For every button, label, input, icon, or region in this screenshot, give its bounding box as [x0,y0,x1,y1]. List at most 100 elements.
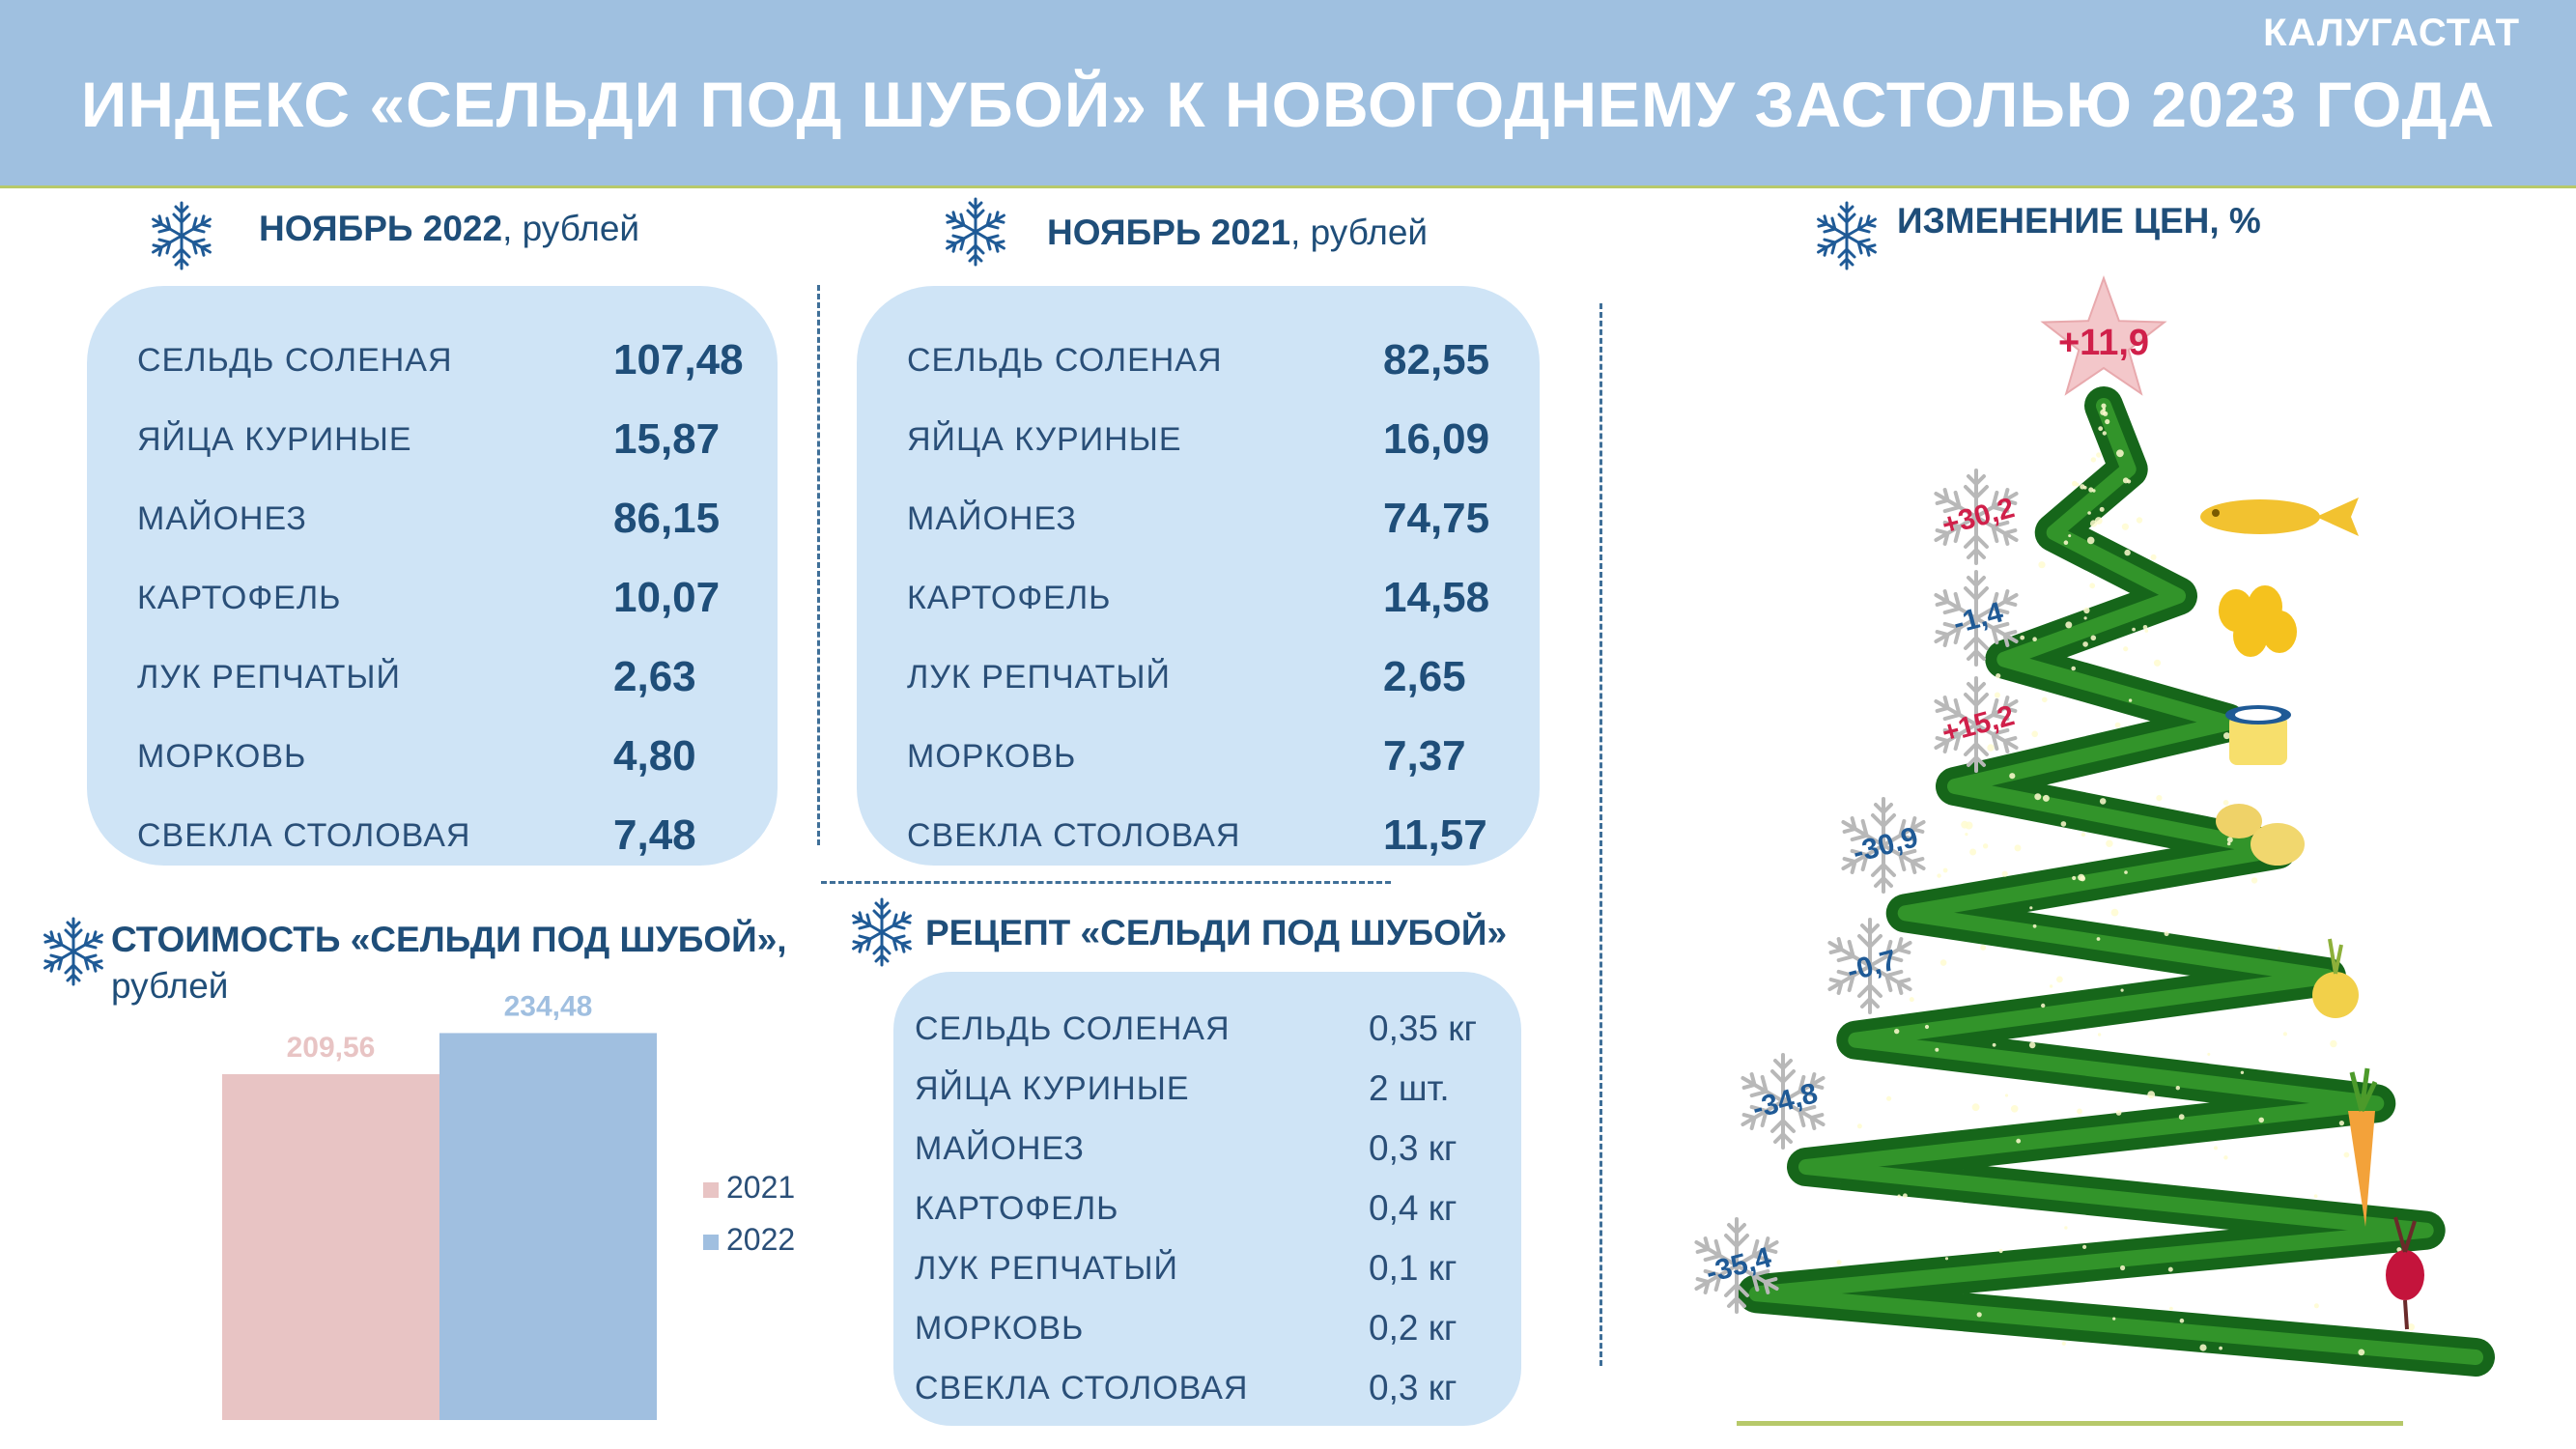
snowflake-icon [845,895,919,969]
sparkle [2207,1052,2211,1056]
sparkle [2038,561,2046,569]
sparkle [2089,582,2096,589]
sparkle [1944,1257,1949,1261]
sparkle [2282,1032,2287,1037]
sparkle [2090,635,2097,641]
sparkle [2164,931,2169,937]
sparkle [2031,730,2038,738]
ingredient-name: КАРТОФЕЛЬ [915,1190,1119,1227]
changes-title: ИЗМЕНЕНИЕ ЦЕН, % [1897,201,2261,241]
sparkle [2049,984,2053,988]
sparkle [2222,800,2229,806]
ingredient-name: МАЙОНЕЗ [915,1130,1085,1167]
sparkle [2258,1117,2264,1123]
sparkle [2223,1155,2228,1160]
sparkle [1935,1047,1939,1052]
sparkle [2083,607,2090,614]
product-price: 7,48 [613,811,696,859]
cost-title: СТОИМОСТЬ «СЕЛЬДИ ПОД ШУБОЙ», [111,920,787,959]
sparkle [1886,1095,1892,1101]
ingredient-name: СЕЛЬДЬ СОЛЕНАЯ [915,1010,1231,1047]
recipe-row: ЯЙЦА КУРИНЫЕ 2 шт. [893,1063,1521,1117]
ingredient-quantity: 0,2 кг [1369,1308,1458,1348]
sparkle [2075,482,2080,487]
sparkle [2068,534,2072,538]
carrot-icon [2348,1067,2378,1227]
price-row: ЛУК РЕПЧАТЫЙ 2,63 [87,649,778,707]
recipe-row: МАЙОНЕЗ 0,3 кг [893,1122,1521,1177]
tree-body [1737,386,2495,1377]
sparkle [2330,1039,2337,1048]
sparkle [2407,1323,2415,1331]
sparkle [2101,403,2107,409]
product-price: 4,80 [613,732,696,780]
sparkle [2082,1244,2087,1249]
product-name: МАЙОНЕЗ [137,500,307,537]
ingredient-quantity: 0,3 кг [1369,1368,1458,1407]
total-change-label: +11,9 [2058,323,2149,363]
price-change-tree: +11,9+30,2-1,4+15,2-30,9-0,7-34,8-35,4 [1642,275,2495,1377]
sparkle [2219,1346,2222,1350]
sparkle [2014,844,2022,852]
sparkle [2114,722,2121,728]
sparkle [2064,1226,2068,1230]
price-row: КАРТОФЕЛЬ 10,07 [87,570,778,628]
sparkle [2110,908,2119,917]
jar-lid-inner [2235,709,2281,721]
sparkle [2009,773,2016,780]
product-name: ЯЙЦА КУРИНЫЕ [137,421,412,458]
beet-root [2386,1250,2424,1300]
ingredient-quantity: 0,3 кг [1369,1128,1458,1168]
tree-ribbon-highlight [1748,398,2483,1365]
sparkle [1980,944,1987,951]
product-name: МОРКОВЬ [907,738,1077,775]
bar-2022 [439,1033,657,1420]
price-row: ЛУК РЕПЧАТЫЙ 2,65 [857,649,1540,707]
product-name: СВЕКЛА СТОЛОВАЯ [907,817,1241,854]
potato [2216,804,2262,838]
nov2021-panel: СЕЛЬДЬ СОЛЕНАЯ 82,55 ЯЙЦА КУРИНЫЕ 16,09 МАЙО… [857,286,1540,866]
sparkle [2128,698,2133,702]
sparkle [1994,692,2000,698]
recipe-title: РЕЦЕПТ «СЕЛЬДИ ПОД ШУБОЙ» [925,913,1508,952]
bar-value-label: 234,48 [504,995,593,1022]
sparkle [2127,479,2132,484]
product-price: 74,75 [1383,495,1490,542]
product-price: 2,63 [613,653,696,700]
ingredient-name: СВЕКЛА СТОЛОВАЯ [915,1370,1249,1406]
sparkle [2214,1146,2218,1151]
change-snowflake-icon: -0,7 [1825,920,1915,1012]
page-title: ИНДЕКС «СЕЛЬДИ ПОД ШУБОЙ» К НОВОГОДНЕМУ … [80,69,2496,140]
sparkle [2124,870,2128,874]
sparkle [1992,1042,1996,1047]
legend-label: 2021 [726,1170,795,1205]
price-row: СВЕКЛА СТОЛОВАЯ 11,57 [857,808,1540,866]
sparkle [2029,906,2033,910]
sparkle [2102,431,2107,436]
product-name: СЕЛЬДЬ СОЛЕНАЯ [907,342,1223,379]
sparkle [1961,820,1968,829]
nov2022-panel: СЕЛЬДЬ СОЛЕНАЯ 107,48 ЯЙЦА КУРИНЫЕ 15,87 МАЙ… [87,286,778,866]
sparkle [2041,1003,2046,1009]
sparkle [2199,1344,2207,1351]
product-name: ЛУК РЕПЧАТЫЙ [907,659,1171,696]
sparkle [2179,1318,2185,1323]
sparkle [2175,1086,2180,1091]
sparkle [2142,625,2148,630]
cost-subtitle: рублей [111,966,229,1006]
cost-chart: 209,56 234,48 2021 2022 [222,995,795,1420]
egg [2219,589,2253,632]
sparkle [2001,870,2008,877]
price-row: СВЕКЛА СТОЛОВАЯ 7,48 [87,808,778,866]
sparkle [2120,1264,2126,1271]
product-name: МАЙОНЕЗ [907,500,1077,537]
beet-stem [2393,1216,2417,1330]
jar-body [2229,715,2287,765]
sparkle [2132,627,2136,632]
sparkle [2061,1341,2066,1346]
sparkle [2099,798,2107,805]
sparkle [2060,821,2067,827]
sparkle [2082,641,2088,647]
change-snowflake-icon: -30,9 [1838,799,1929,892]
sparkle [1924,1024,1930,1030]
